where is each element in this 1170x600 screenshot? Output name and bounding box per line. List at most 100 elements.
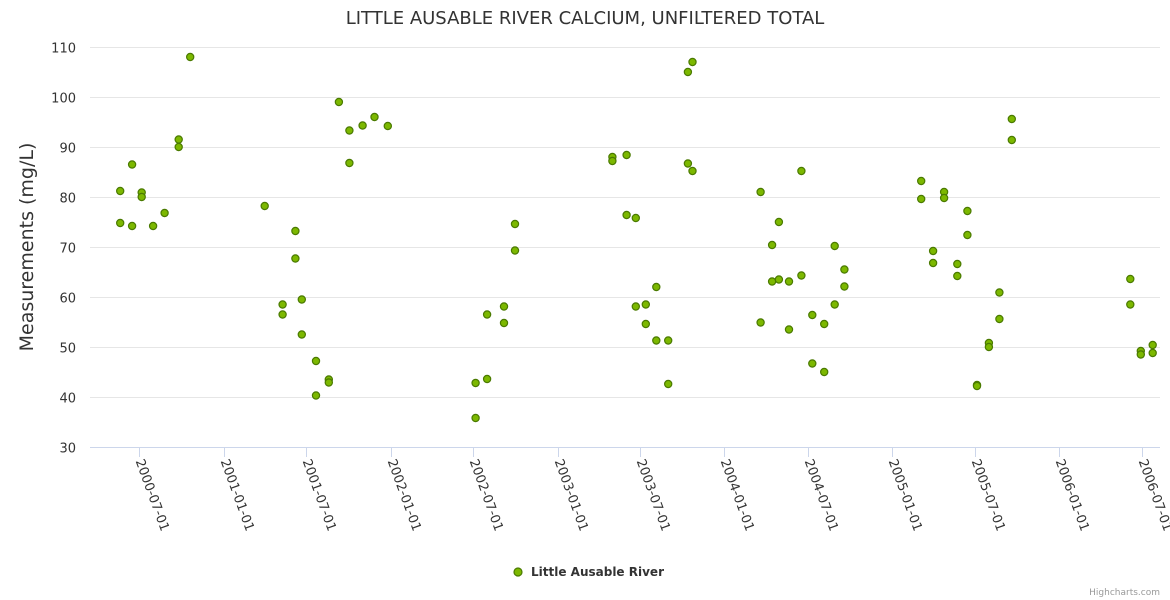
y-tick-label: 70 — [59, 242, 76, 257]
data-point[interactable] — [797, 271, 806, 280]
data-point[interactable] — [631, 302, 641, 311]
data-point[interactable] — [652, 282, 661, 292]
data-point[interactable] — [370, 112, 379, 122]
data-point[interactable] — [928, 246, 938, 256]
data-point[interactable] — [622, 150, 631, 160]
data-point[interactable] — [688, 57, 697, 67]
data-point[interactable] — [953, 259, 962, 269]
data-point[interactable] — [510, 219, 520, 229]
data-point[interactable] — [641, 300, 651, 309]
data-point[interactable] — [917, 176, 926, 186]
data-point[interactable] — [499, 302, 509, 311]
data-point[interactable] — [939, 193, 949, 203]
data-point[interactable] — [278, 300, 287, 309]
data-point[interactable] — [324, 378, 333, 387]
data-point[interactable] — [383, 121, 392, 131]
data-point[interactable] — [311, 391, 321, 400]
y-tick-label: 80 — [59, 192, 76, 207]
data-point[interactable] — [652, 336, 661, 345]
data-point[interactable] — [297, 295, 306, 304]
data-point[interactable] — [774, 275, 784, 284]
data-point[interactable] — [995, 288, 1004, 297]
data-point[interactable] — [334, 97, 344, 107]
data-point[interactable] — [174, 135, 183, 144]
data-point[interactable] — [510, 246, 520, 255]
y-tick-label: 90 — [59, 142, 76, 157]
data-point[interactable] — [291, 254, 300, 263]
data-point[interactable] — [345, 158, 354, 168]
data-point[interactable] — [482, 374, 492, 384]
data-point[interactable] — [185, 52, 195, 62]
data-point[interactable] — [963, 206, 972, 216]
data-point[interactable] — [115, 186, 125, 196]
data-point[interactable] — [820, 367, 829, 377]
data-point[interactable] — [767, 277, 777, 286]
data-point[interactable] — [358, 121, 367, 130]
data-point[interactable] — [291, 226, 300, 236]
legend[interactable]: Little Ausable River — [513, 565, 664, 579]
data-point[interactable] — [311, 356, 321, 366]
data-point[interactable] — [631, 213, 641, 223]
data-point[interactable] — [756, 318, 765, 327]
data-point[interactable] — [917, 194, 926, 204]
data-point[interactable] — [797, 166, 806, 176]
data-point[interactable] — [1126, 300, 1135, 309]
data-point[interactable] — [260, 201, 269, 211]
data-point[interactable] — [137, 192, 146, 202]
data-point[interactable] — [345, 126, 354, 135]
data-point[interactable] — [784, 277, 794, 286]
data-point[interactable] — [278, 310, 287, 319]
data-point[interactable] — [622, 210, 631, 220]
data-point[interactable] — [830, 300, 839, 309]
data-point[interactable] — [840, 265, 849, 274]
data-point[interactable] — [1136, 350, 1146, 359]
data-point[interactable] — [641, 319, 651, 329]
y-tick-label: 30 — [59, 442, 76, 457]
data-point[interactable] — [688, 166, 697, 176]
data-point[interactable] — [1148, 348, 1157, 358]
data-point[interactable] — [820, 319, 829, 329]
data-point[interactable] — [830, 241, 839, 251]
data-point[interactable] — [664, 379, 673, 389]
data-point[interactable] — [1126, 274, 1135, 284]
data-point[interactable] — [784, 325, 794, 334]
y-tick-label: 40 — [59, 392, 76, 407]
data-point[interactable] — [972, 381, 982, 391]
data-point[interactable] — [963, 230, 972, 240]
data-point[interactable] — [1007, 114, 1017, 124]
chart-title: LITTLE AUSABLE RIVER CALCIUM, UNFILTERED… — [346, 8, 825, 29]
data-point[interactable] — [482, 310, 492, 319]
credits-link[interactable]: Highcharts.com — [1089, 588, 1160, 598]
data-point[interactable] — [471, 413, 480, 423]
data-point[interactable] — [840, 282, 849, 291]
y-tick-label: 60 — [59, 292, 76, 307]
data-point[interactable] — [1148, 340, 1157, 350]
data-point[interactable] — [808, 310, 817, 320]
data-point[interactable] — [995, 314, 1004, 324]
data-point[interactable] — [756, 187, 765, 197]
data-point[interactable] — [767, 240, 777, 250]
data-point[interactable] — [174, 142, 183, 152]
data-point[interactable] — [808, 359, 817, 368]
y-tick-label: 110 — [51, 42, 76, 57]
data-point[interactable] — [297, 330, 306, 339]
data-point[interactable] — [127, 160, 137, 169]
data-point[interactable] — [683, 159, 693, 168]
data-point[interactable] — [115, 218, 125, 228]
data-point[interactable] — [608, 156, 617, 166]
data-point[interactable] — [127, 221, 137, 231]
data-point[interactable] — [1007, 135, 1017, 145]
data-point[interactable] — [928, 258, 938, 268]
data-point[interactable] — [499, 318, 509, 328]
data-point[interactable] — [664, 336, 673, 345]
data-point[interactable] — [160, 208, 169, 218]
data-point[interactable] — [984, 342, 994, 352]
data-point[interactable] — [953, 271, 962, 281]
data-point[interactable] — [774, 217, 784, 227]
data-point[interactable] — [148, 221, 158, 231]
legend-marker — [513, 567, 523, 577]
data-point[interactable] — [471, 378, 480, 388]
data-point[interactable] — [683, 67, 693, 77]
